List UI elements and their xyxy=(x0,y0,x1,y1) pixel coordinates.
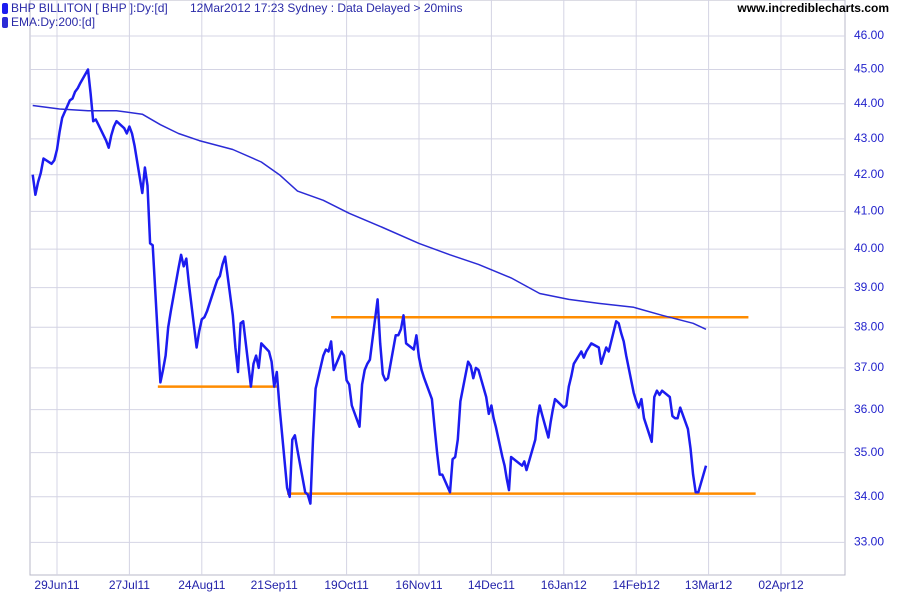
price-line xyxy=(32,104,707,330)
subtitle: 12Mar2012 17:23 Sydney : Data Delayed > … xyxy=(190,1,463,15)
x-tick-label: 13Mar12 xyxy=(685,578,733,592)
grid xyxy=(30,0,845,575)
watermark: www.incrediblecharts.com xyxy=(736,1,889,15)
y-tick-label: 41.00 xyxy=(854,204,884,218)
y-tick-label: 38.00 xyxy=(854,319,884,333)
x-tick-label: 14Feb12 xyxy=(613,578,661,592)
price-line xyxy=(31,68,708,505)
x-tick-label: 16Nov11 xyxy=(395,578,442,592)
x-tick-label: 02Apr12 xyxy=(758,578,804,592)
x-tick-label: 27Jul11 xyxy=(109,578,150,592)
y-tick-label: 42.00 xyxy=(854,167,884,181)
y-tick-label: 33.00 xyxy=(854,534,884,548)
legend-label: BHP BILLITON [ BHP ]:Dy:[d] xyxy=(11,1,168,15)
y-tick-label: 36.00 xyxy=(854,402,884,416)
x-tick-label: 29Jun11 xyxy=(34,578,79,592)
legend-label: EMA:Dy:200:[d] xyxy=(11,15,95,29)
marks xyxy=(31,68,756,505)
y-tick-label: 35.00 xyxy=(854,445,884,459)
y-tick-label: 44.00 xyxy=(854,96,884,110)
y-tick-label: 34.00 xyxy=(854,489,884,503)
y-tick-label: 45.00 xyxy=(854,62,884,76)
x-tick-label: 24Aug11 xyxy=(178,578,225,592)
x-tick-label: 21Sep11 xyxy=(251,578,298,592)
legend-swatch xyxy=(2,3,8,14)
x-tick-label: 19Oct11 xyxy=(324,578,369,592)
legend-swatch xyxy=(2,17,8,28)
y-tick-label: 43.00 xyxy=(854,131,884,145)
y-tick-label: 46.00 xyxy=(854,28,884,42)
x-tick-label: 16Jan12 xyxy=(541,578,587,592)
y-tick-label: 39.00 xyxy=(854,280,884,294)
x-tick-label: 14Dec11 xyxy=(468,578,515,592)
y-tick-label: 40.00 xyxy=(854,241,884,255)
y-tick-label: 37.00 xyxy=(854,360,884,374)
